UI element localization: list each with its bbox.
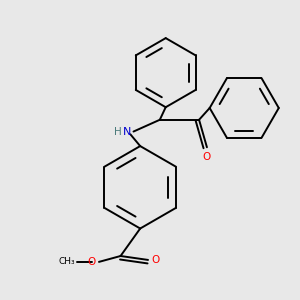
- Text: O: O: [203, 152, 211, 162]
- Text: CH₃: CH₃: [58, 257, 75, 266]
- Text: O: O: [151, 255, 159, 265]
- Text: O: O: [88, 257, 96, 267]
- Text: H: H: [114, 127, 122, 137]
- Text: N: N: [123, 127, 131, 137]
